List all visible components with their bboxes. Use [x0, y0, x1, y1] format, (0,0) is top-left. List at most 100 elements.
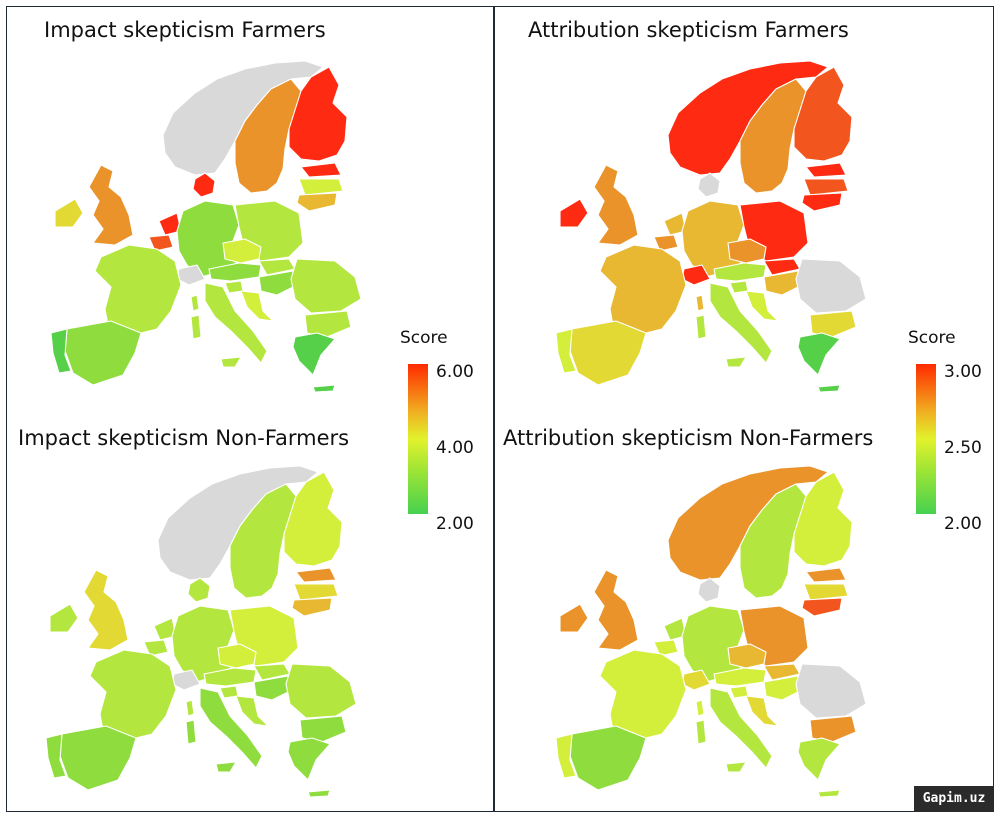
country-latvia	[803, 583, 849, 601]
country-uk	[88, 164, 134, 246]
country-france	[599, 649, 687, 741]
island-sicily	[215, 761, 237, 773]
map-impact-nonfarmers	[45, 465, 357, 798]
country-spain	[569, 725, 647, 791]
country-bulgaria	[809, 310, 857, 338]
country-uk	[593, 164, 639, 246]
country-slovenia	[224, 280, 244, 294]
country-uk	[83, 569, 129, 651]
country-ireland	[54, 198, 84, 228]
country-estonia	[805, 567, 847, 583]
country-uk	[593, 569, 639, 651]
legend-color-bar	[916, 364, 936, 514]
country-romania	[285, 663, 357, 719]
watermark: Gapim.uz	[914, 786, 994, 812]
legend-tick-mid: 4.00	[436, 438, 474, 458]
map-title-attribution-nonfarmers: Attribution skepticism Non-Farmers	[503, 426, 874, 450]
country-belgium	[653, 234, 679, 252]
country-bulgaria	[304, 310, 352, 338]
country-greece	[797, 332, 841, 376]
country-estonia	[300, 162, 342, 178]
country-portugal	[555, 733, 577, 779]
country-finland	[793, 66, 853, 162]
island-crete	[817, 789, 841, 798]
country-croatia	[240, 290, 274, 322]
country-finland	[793, 471, 853, 567]
map-title-attribution-farmers: Attribution skepticism Farmers	[528, 18, 849, 42]
legend-tick-min: 2.00	[944, 514, 982, 534]
country-italy	[204, 282, 268, 364]
country-slovenia	[729, 280, 749, 294]
country-hungary	[763, 675, 807, 701]
map-attribution-farmers	[555, 60, 867, 393]
country-czechia	[222, 238, 262, 264]
legend-tick-min: 2.00	[436, 514, 474, 534]
country-sweden	[739, 483, 807, 599]
country-portugal	[45, 733, 67, 779]
country-belgium	[148, 234, 174, 252]
country-latvia	[293, 583, 339, 601]
country-latvia	[803, 178, 849, 196]
country-lithuania	[296, 192, 338, 212]
legend-attribution: Score 3.00 2.50 2.00	[908, 328, 998, 533]
country-sweden	[229, 483, 297, 599]
country-denmark	[192, 172, 216, 198]
country-portugal	[555, 328, 577, 374]
island-sicily	[725, 761, 747, 773]
country-bulgaria	[809, 715, 857, 743]
legend-title: Score	[400, 328, 448, 348]
country-sweden	[234, 78, 302, 194]
island-sicily	[220, 356, 242, 368]
island-sicily	[725, 356, 747, 368]
island-crete	[312, 384, 336, 393]
country-ireland	[559, 198, 589, 228]
island-corsica	[695, 294, 705, 312]
island-corsica	[695, 699, 705, 717]
country-bulgaria	[299, 715, 347, 743]
map-title-impact-nonfarmers: Impact skepticism Non-Farmers	[18, 426, 350, 450]
country-romania	[290, 258, 362, 314]
country-france	[94, 244, 182, 336]
country-croatia	[235, 695, 269, 727]
island-corsica	[190, 294, 200, 312]
island-corsica	[185, 699, 195, 717]
country-spain	[59, 725, 137, 791]
map-attribution-nonfarmers	[555, 465, 867, 798]
map-impact-farmers	[50, 60, 362, 393]
country-czechia	[217, 643, 257, 669]
country-romania	[795, 258, 867, 314]
country-czechia	[727, 238, 767, 264]
country-latvia	[298, 178, 344, 196]
country-portugal	[50, 328, 72, 374]
country-italy	[199, 687, 263, 769]
country-croatia	[745, 695, 779, 727]
country-lithuania	[291, 597, 333, 617]
country-finland	[283, 471, 343, 567]
country-estonia	[295, 567, 337, 583]
country-hungary	[763, 270, 807, 296]
country-spain	[64, 320, 142, 386]
country-hungary	[253, 675, 297, 701]
island-crete	[817, 384, 841, 393]
country-italy	[709, 282, 773, 364]
map-title-impact-farmers: Impact skepticism Farmers	[44, 18, 326, 42]
country-finland	[288, 66, 348, 162]
country-lithuania	[801, 192, 843, 212]
island-crete	[307, 789, 331, 798]
country-lithuania	[801, 597, 843, 617]
country-italy	[709, 687, 773, 769]
country-spain	[569, 320, 647, 386]
country-croatia	[745, 290, 779, 322]
country-sweden	[739, 78, 807, 194]
legend-title: Score	[908, 328, 956, 348]
legend-tick-max: 3.00	[944, 362, 982, 382]
country-estonia	[805, 162, 847, 178]
country-greece	[797, 737, 841, 781]
country-greece	[287, 737, 331, 781]
island-sardinia	[695, 314, 707, 340]
country-france	[89, 649, 177, 741]
country-slovenia	[219, 685, 239, 699]
island-sardinia	[185, 719, 197, 745]
legend-color-bar	[408, 364, 428, 514]
country-romania	[795, 663, 867, 719]
